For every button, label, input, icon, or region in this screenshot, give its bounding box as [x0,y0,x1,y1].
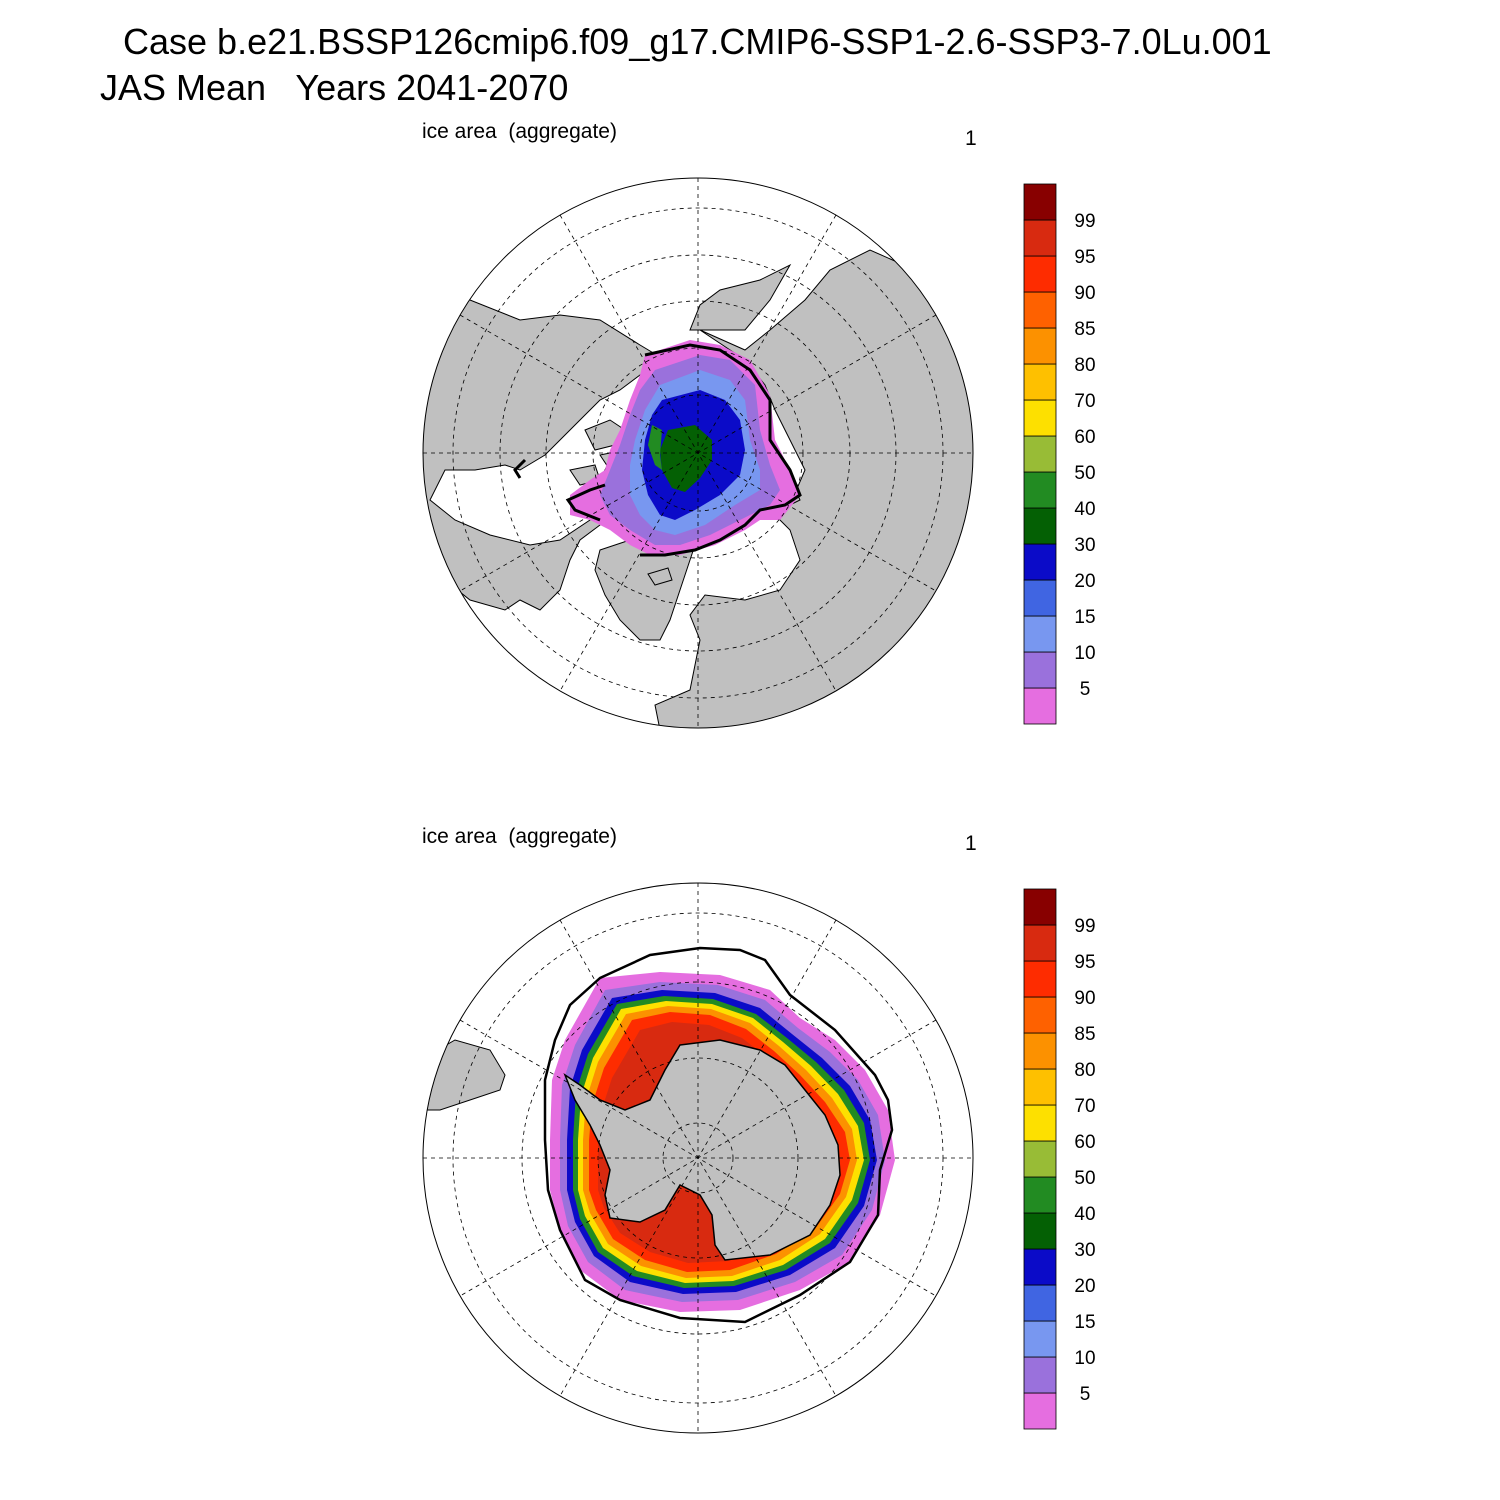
south-colorbar-tick-label: 30 [1074,1240,1095,1261]
south-colorbar-box [1023,1212,1057,1250]
north-colorbar-tick-label: 50 [1074,463,1095,484]
south-colorbar-box [1023,1032,1057,1070]
south-colorbar-box [1023,1140,1057,1178]
north-colorbar-tick-label: 20 [1074,571,1095,592]
north-colorbar-box [1023,399,1057,437]
south-colorbar-box [1023,1248,1057,1286]
north-colorbar-tick-label: 90 [1074,283,1095,304]
north-colorbar-box [1023,687,1057,725]
south-colorbar-box [1023,888,1057,926]
south-colorbar-box [1023,1284,1057,1322]
north-colorbar-tick-label: 60 [1074,427,1095,448]
south-colorbar-tick-label: 5 [1080,1384,1091,1405]
south-colorbar-tick-label: 90 [1074,988,1095,1009]
north-colorbar-box [1023,327,1057,365]
south-colorbar-tick-label: 99 [1074,916,1095,937]
north-colorbar-box [1023,579,1057,617]
north-colorbar-box [1023,435,1057,473]
south-colorbar: 5 10 15 20 30 40 50 60 70 80 85 90 95 99 [1023,888,1096,1430]
figure-title-period: JAS Mean Years 2041-2070 [100,67,569,108]
south-colorbar-tick-label: 95 [1074,952,1095,973]
north-colorbar-tick-label: 30 [1074,535,1095,556]
north-colorbar-tick-label: 5 [1080,679,1091,700]
south-colorbar-box [1023,1068,1057,1106]
north-panel-units-label: 1 [965,127,977,150]
eurasia-landmass [654,249,973,728]
siberia-coast [689,263,792,331]
south-colorbar-tick-label: 20 [1074,1276,1095,1297]
south-colorbar-tick-label: 40 [1074,1204,1095,1225]
south-colorbar-tick-label: 85 [1074,1024,1095,1045]
north-colorbar-box [1023,507,1057,545]
south-polar-map [422,882,974,1434]
figure-title-case: Case b.e21.BSSP126cmip6.f09_g17.CMIP6-SS… [123,21,1272,62]
north-colorbar-box [1023,615,1057,653]
south-colorbar-box [1023,1356,1057,1394]
south-colorbar-box [1023,1320,1057,1358]
south-panel-units-label: 1 [965,832,977,855]
north-polar-map [422,177,974,729]
north-ice-band-40 [648,425,662,470]
north-colorbar-tick-label: 40 [1074,499,1095,520]
north-colorbar-box [1023,219,1057,257]
south-colorbar-box [1023,996,1057,1034]
north-colorbar-tick-label: 95 [1074,247,1095,268]
south-panel-field-label: ice area (aggregate) [422,825,617,848]
south-colorbar-tick-label: 10 [1074,1348,1095,1369]
north-ice-band-30 [660,425,712,492]
south-colorbar-tick-label: 15 [1074,1312,1095,1333]
south-colorbar-box [1023,960,1057,998]
south-graticule [423,883,973,1433]
north-panel-field-label: ice area (aggregate) [422,120,617,143]
south-colorbar-box [1023,1104,1057,1142]
south-colorbar-box [1023,1392,1057,1430]
south-colorbar-tick-label: 60 [1074,1132,1095,1153]
south-colorbar-tick-label: 70 [1074,1096,1095,1117]
north-observed-ice-edge [513,343,802,557]
north-colorbar: 5 10 15 20 30 40 50 60 70 80 85 90 95 99 [1023,183,1096,725]
north-colorbar-tick-label: 15 [1074,607,1095,628]
north-map-border [422,177,974,729]
north-colorbar-tick-label: 85 [1074,319,1095,340]
north-colorbar-tick-label: 10 [1074,643,1095,664]
south-colorbar-tick-label: 80 [1074,1060,1095,1081]
north-colorbar-box [1023,363,1057,401]
north-colorbar-tick-label: 80 [1074,355,1095,376]
north-colorbar-box [1023,471,1057,509]
south-colorbar-tick-label: 50 [1074,1168,1095,1189]
north-colorbar-box [1023,255,1057,293]
north-colorbar-box [1023,183,1057,221]
south-colorbar-box [1023,1176,1057,1214]
iceland [647,567,673,586]
north-colorbar-box [1023,291,1057,329]
north-colorbar-box [1023,651,1057,689]
south-colorbar-box [1023,924,1057,962]
north-colorbar-box [1023,543,1057,581]
south-observed-ice-edge [543,946,894,1324]
north-colorbar-tick-label: 70 [1074,391,1095,412]
south-map-border [422,882,974,1434]
north-graticule [423,178,973,728]
north-colorbar-tick-label: 99 [1074,211,1095,232]
